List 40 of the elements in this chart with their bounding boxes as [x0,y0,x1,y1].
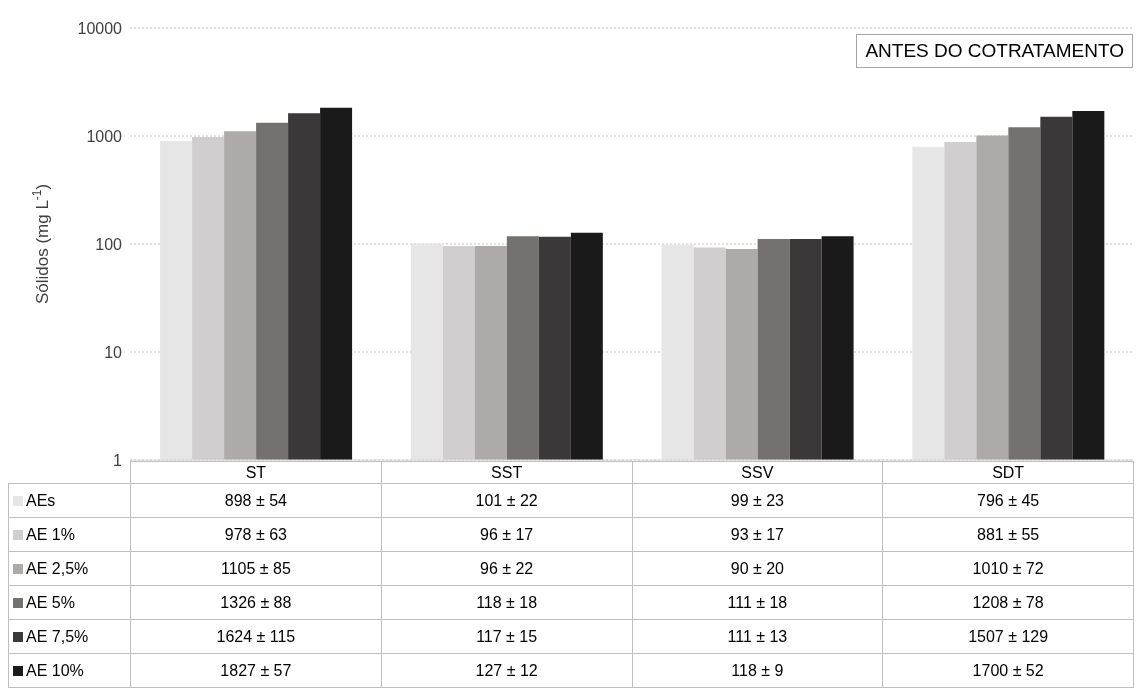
data-label: 978 ± 63 [130,517,382,552]
data-label: 111 ± 13 [632,619,883,654]
data-label: 93 ± 17 [632,517,883,552]
data-label: 118 ± 18 [381,585,632,620]
data-label: 1105 ± 85 [130,551,382,586]
data-label: 1507 ± 129 [882,619,1134,654]
data-label: 1700 ± 52 [882,653,1134,688]
legend-label: AE 7,5% [8,619,131,654]
legend-label: AE 1% [8,517,131,552]
x-tick-label: SST [381,461,632,484]
data-label: 101 ± 22 [381,483,632,518]
y-tick-label: 10000 [77,19,123,37]
data-label: 96 ± 17 [381,517,632,552]
y-tick-label: 1000 [86,127,123,145]
data-label: 898 ± 54 [130,483,382,518]
data-label: 1326 ± 88 [130,585,382,620]
data-label: 881 ± 55 [882,517,1134,552]
data-label: 1208 ± 78 [882,585,1134,620]
legend-label: AE 2,5% [8,551,131,586]
data-label: 90 ± 20 [632,551,883,586]
data-label: 117 ± 15 [381,619,632,654]
data-label: 1624 ± 115 [130,619,382,654]
y-tick-label: 1 [113,451,123,469]
legend-label: AE 5% [8,585,131,620]
data-label: 796 ± 45 [882,483,1134,518]
data-label: 118 ± 9 [632,653,883,688]
y-tick-label: 100 [95,235,123,253]
data-label: 127 ± 12 [381,653,632,688]
x-tick-label: SSV [632,461,883,484]
y-tick-label: 10 [104,343,123,361]
data-label: 99 ± 23 [632,483,883,518]
data-label: 111 ± 18 [632,585,883,620]
data-label: 1827 ± 57 [130,653,382,688]
x-tick-label: ST [130,461,382,484]
data-label: 96 ± 22 [381,551,632,586]
data-label: 1010 ± 72 [882,551,1134,586]
legend-label: AEs [8,483,131,518]
x-tick-label: SDT [882,461,1134,484]
text: ANTES DO COTRATAMENTO [856,34,1133,68]
legend-label: AE 10% [8,653,131,688]
